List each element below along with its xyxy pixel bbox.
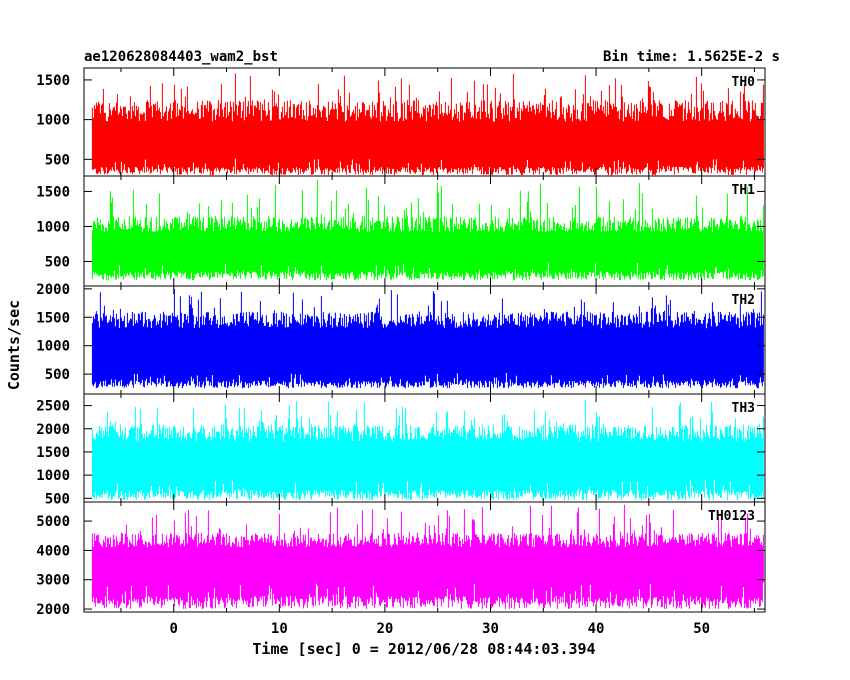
- panel-label: TH2: [732, 293, 755, 308]
- panel-th3: 500 1000 1500 2000 2500 TH3: [36, 393, 766, 507]
- panel-th0: 500 1000 1500 TH0: [36, 67, 766, 177]
- y-tick-label: 1500: [36, 184, 70, 200]
- chart-title: ae120628084403_wam2_bst: [84, 49, 278, 65]
- y-tick-label: 1500: [36, 73, 70, 89]
- x-axis-title: Time [sec] 0 = 2012/06/28 08:44:03.394: [252, 640, 595, 658]
- lightcurve-series: [91, 400, 764, 501]
- y-tick-label: 500: [45, 152, 70, 168]
- bin-time-label: Bin time: 1.5625E-2 s: [603, 49, 780, 65]
- panel-th1: 500 1000 1500 TH1: [36, 175, 766, 287]
- x-axis: 0 10 20 30 40 50: [170, 621, 711, 637]
- panel-label: TH0: [732, 75, 756, 90]
- y-tick-label: 1500: [36, 310, 70, 326]
- y-tick-label: 4000: [36, 543, 70, 559]
- y-tick-label: 1000: [36, 339, 70, 355]
- x-tick-label: 20: [376, 621, 393, 637]
- y-tick-label: 500: [45, 491, 70, 507]
- panel-label: TH0123: [708, 509, 755, 524]
- lightcurve-series: [91, 73, 764, 176]
- y-tick-label: 500: [45, 367, 70, 383]
- y-tick-label: 1000: [36, 113, 70, 129]
- panel-label: TH3: [732, 401, 755, 416]
- y-tick-label: 2000: [36, 602, 70, 618]
- y-tick-label: 2000: [36, 282, 70, 298]
- x-tick-label: 0: [170, 621, 178, 637]
- y-tick-label: 1500: [36, 445, 70, 461]
- y-tick-label: 2500: [36, 399, 70, 415]
- y-tick-label: 5000: [36, 514, 70, 530]
- panel-frame: [83, 501, 766, 613]
- x-tick-label: 10: [271, 621, 288, 637]
- lightcurve-series: [91, 289, 764, 389]
- y-tick-label: 500: [45, 254, 70, 270]
- panels: 500 1000 1500 TH0 500 1000 1500 TH1 500 1000 1500 2…: [36, 67, 766, 618]
- x-tick-label: 40: [588, 621, 605, 637]
- lightcurve-series: [91, 504, 764, 610]
- y-tick-label: 1000: [36, 468, 70, 484]
- panel-label: TH1: [732, 183, 756, 198]
- lightcurve-series: [91, 180, 764, 281]
- y-tick-label: 1000: [36, 219, 70, 235]
- x-tick-label: 30: [482, 621, 499, 637]
- y-tick-label: 2000: [36, 422, 70, 438]
- panel-th2: 500 1000 1500 2000 TH2: [36, 282, 766, 395]
- x-tick-label: 50: [693, 621, 710, 637]
- y-tick-label: 3000: [36, 573, 70, 589]
- y-axis-title: Counts/sec: [5, 300, 23, 390]
- panel-th0123: 2000 3000 4000 5000 TH0123: [36, 501, 766, 618]
